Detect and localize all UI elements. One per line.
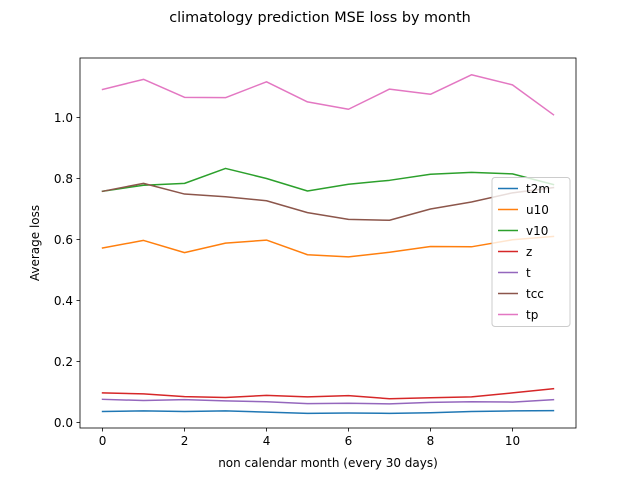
x-tick-label: 4 bbox=[263, 434, 271, 448]
series-line-z bbox=[101, 387, 555, 400]
y-axis-label: Average loss bbox=[28, 205, 42, 281]
legend-label-tcc: tcc bbox=[526, 287, 544, 301]
x-axis-ticks: 0 2 4 6 8 10 bbox=[99, 428, 520, 448]
y-tick-label: 0.8 bbox=[54, 172, 73, 186]
x-tick-label: 0 bbox=[99, 434, 107, 448]
legend-label-t: t bbox=[526, 266, 531, 280]
x-tick-label: 8 bbox=[427, 434, 435, 448]
legend-label-z: z bbox=[526, 245, 532, 259]
y-tick-label: 0.4 bbox=[54, 294, 73, 308]
y-axis-ticks: 0.0 0.2 0.4 0.6 0.8 1.0 bbox=[54, 111, 80, 430]
y-tick-label: 1.0 bbox=[54, 111, 73, 125]
series-line-t2m bbox=[101, 409, 555, 415]
x-tick-label: 10 bbox=[505, 434, 520, 448]
legend-label-v10: v10 bbox=[526, 224, 548, 238]
legend-label-tp: tp bbox=[526, 308, 538, 322]
legend-label-t2m: t2m bbox=[526, 182, 550, 196]
series-line-u10 bbox=[101, 235, 555, 258]
series-line-v10 bbox=[101, 167, 555, 193]
y-tick-label: 0.6 bbox=[54, 233, 73, 247]
x-axis-label: non calendar month (every 30 days) bbox=[218, 456, 438, 470]
y-tick-label: 0.0 bbox=[54, 416, 73, 430]
axes-frame bbox=[79, 57, 577, 429]
legend-box bbox=[491, 177, 571, 327]
series-line-tcc bbox=[101, 182, 555, 222]
x-tick-label: 2 bbox=[181, 434, 189, 448]
x-tick-label: 6 bbox=[345, 434, 353, 448]
chart-title: climatology prediction MSE loss by month bbox=[169, 10, 471, 26]
series-line-t bbox=[101, 398, 555, 405]
series-line-tp bbox=[101, 74, 555, 116]
legend: t2m u10 v10 zt tcc tp bbox=[491, 177, 571, 327]
series-group bbox=[101, 74, 555, 415]
y-tick-label: 0.2 bbox=[54, 355, 73, 369]
legend-label-u10: u10 bbox=[526, 203, 549, 217]
plot-area bbox=[79, 57, 577, 429]
